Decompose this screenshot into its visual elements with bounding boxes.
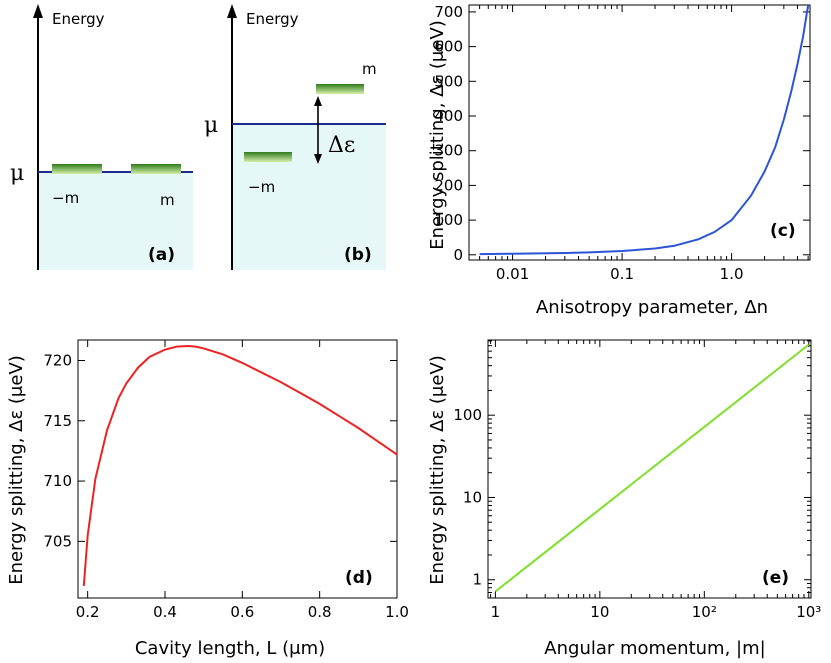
energy-arrow-a	[33, 4, 43, 18]
xtick-label-d: 0.6	[230, 603, 254, 621]
ytick-label-d: 720	[43, 351, 72, 369]
chart-e: 1 10 10² 10³ 1 10 100 Angular momentum, |m| En…	[427, 339, 821, 659]
ytick-label-c: 600	[434, 38, 463, 56]
level-right-a	[131, 164, 181, 174]
xtick-label-d: 0.8	[308, 603, 332, 621]
splitting-label: Δε	[328, 133, 355, 158]
energy-arrow-b	[227, 4, 237, 18]
ytick-label-c: 400	[434, 107, 463, 125]
xlabel-d: Cavity length, L (μm)	[135, 638, 325, 659]
fermi-sea-a	[38, 172, 193, 270]
level-low-b	[244, 152, 292, 162]
panel-label-b: (b)	[344, 245, 372, 265]
xtick-label-e: 1	[491, 603, 501, 621]
ytick-label-c: 300	[434, 142, 463, 160]
ytick-label-c: 100	[434, 211, 463, 229]
ytick-label-e: 1	[472, 571, 482, 589]
level-right-label-a: m	[160, 191, 175, 209]
xtick-label-e: 10³	[796, 603, 821, 621]
ytick-label-e: 10	[463, 488, 482, 506]
ytick-label-d: 710	[43, 472, 72, 490]
xtick-label-d: 0.4	[153, 603, 177, 621]
plot-frame-d	[77, 339, 398, 599]
xtick-label-d: 1.0	[385, 603, 409, 621]
xtick-label-e: 10²	[692, 603, 717, 621]
splitting-arrowhead-up	[314, 96, 322, 106]
energy-label-a: Energy	[52, 10, 105, 28]
energy-label-b: Energy	[246, 10, 299, 28]
xtick-label-c: 0.01	[496, 265, 529, 283]
ytick-label-c: 500	[434, 72, 463, 90]
ytick-label-e: 100	[453, 406, 482, 424]
xlabel-e: Angular momentum, |m|	[544, 638, 765, 659]
ytick-label-c: 0	[453, 246, 463, 264]
curve-d	[82, 345, 398, 587]
ylabel-d: Energy splitting, Δε (μeV)	[6, 355, 27, 585]
xlabel-c: Anisotropy parameter, Δn	[536, 297, 768, 318]
fermi-sea-b	[232, 124, 386, 270]
schematic-b: Energy μ −m m Δε (b)	[204, 4, 386, 270]
xtick-label-e: 10	[590, 603, 609, 621]
curve-e	[494, 343, 810, 593]
chart-c: 0.01 0.1 1.0 0 100 200 300 400 500 600 700 Anisotr…	[427, 3, 811, 318]
level-low-label-b: −m	[248, 178, 275, 196]
panel-label-e: (e)	[762, 568, 789, 588]
panel-label-a: (a)	[148, 245, 175, 265]
ytick-label-c: 200	[434, 176, 463, 194]
level-left-label-a: −m	[52, 189, 79, 207]
mu-label-a: μ	[10, 161, 24, 186]
plot-frame-c	[468, 4, 811, 261]
panel-label-d: (d)	[345, 568, 373, 588]
mu-label-b: μ	[204, 113, 218, 138]
curve-c	[479, 4, 810, 256]
level-high-b	[316, 84, 364, 94]
xtick-label-d: 0.2	[76, 603, 100, 621]
ylabel-e: Energy splitting, Δε (μeV)	[427, 355, 448, 585]
panel-label-c: (c)	[770, 221, 796, 241]
ytick-label-d: 705	[43, 532, 72, 550]
ytick-label-c: 700	[434, 3, 463, 21]
ylabel-c: Energy splitting, Δε (μeV)	[427, 20, 448, 250]
chart-d: 0.2 0.4 0.6 0.8 1.0 705 710 715 720 Cavity lengt…	[6, 339, 409, 659]
ytick-label-d: 715	[43, 412, 72, 430]
level-left-a	[52, 164, 102, 174]
schematic-a: Energy μ −m m (a)	[10, 4, 193, 270]
splitting-arrowhead-down	[314, 154, 322, 164]
xtick-label-c: 1.0	[720, 265, 744, 283]
xtick-label-c: 0.1	[610, 265, 634, 283]
level-high-label-b: m	[362, 60, 377, 78]
